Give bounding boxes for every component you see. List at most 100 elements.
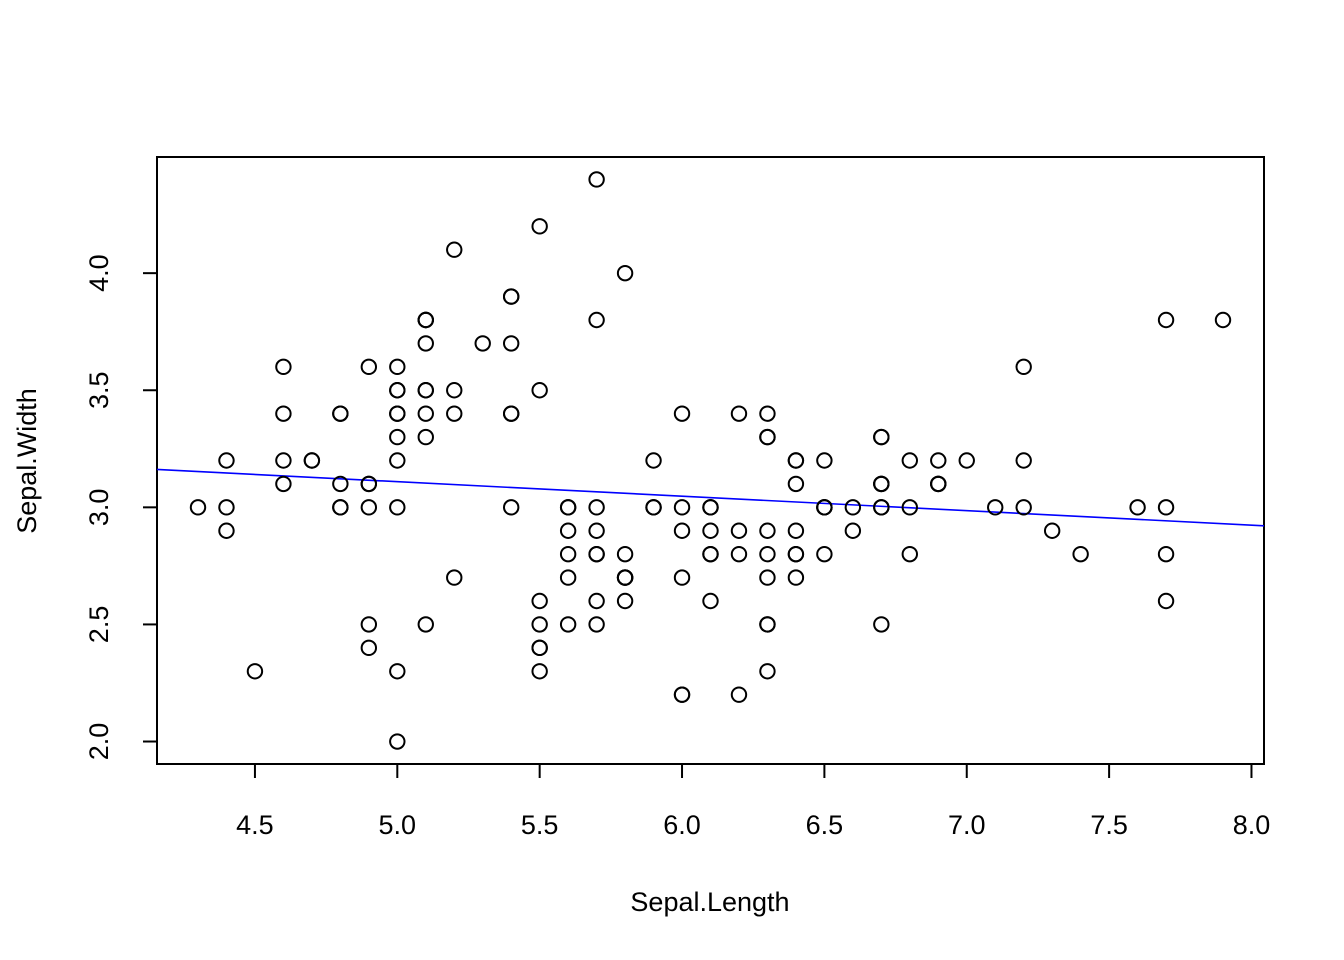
x-tick-label: 5.0 — [379, 810, 417, 840]
data-point — [588, 311, 605, 329]
data-point — [987, 499, 1004, 516]
data-point — [389, 499, 406, 516]
data-point — [389, 663, 406, 680]
y-tick-label: 2.5 — [84, 606, 114, 644]
data-point — [417, 405, 434, 422]
data-point — [360, 639, 378, 657]
data-point — [218, 522, 235, 539]
data-point — [218, 452, 235, 469]
data-point — [873, 616, 890, 633]
data-point — [673, 522, 691, 539]
data-point — [930, 475, 947, 493]
x-tick-label: 6.0 — [663, 810, 701, 840]
data-point — [417, 428, 434, 446]
data-point — [246, 663, 264, 680]
y-tick-label: 3.5 — [84, 371, 114, 409]
data-point — [275, 405, 292, 422]
data-point — [502, 288, 520, 305]
data-point — [873, 499, 890, 516]
data-point — [332, 405, 349, 422]
data-point — [759, 663, 776, 680]
x-tick-label: 7.0 — [948, 810, 986, 840]
data-point — [844, 499, 862, 516]
data-point — [417, 335, 434, 352]
data-point — [389, 452, 406, 469]
data-point — [1214, 311, 1232, 329]
data-point — [1015, 452, 1032, 469]
data-point — [787, 475, 805, 493]
data-point — [759, 569, 776, 586]
data-point — [446, 569, 463, 586]
data-point — [502, 405, 520, 422]
data-point — [730, 522, 748, 539]
data-point — [189, 499, 207, 516]
data-point — [816, 499, 833, 516]
data-point — [844, 522, 862, 539]
x-tick-label: 7.5 — [1090, 810, 1128, 840]
data-point — [389, 733, 406, 750]
data-point — [759, 405, 776, 422]
data-point — [702, 545, 719, 563]
data-point — [759, 428, 776, 446]
data-point — [730, 686, 748, 703]
data-point — [673, 499, 691, 516]
data-point — [645, 452, 662, 469]
data-point — [901, 452, 919, 469]
data-point — [673, 686, 691, 703]
data-point — [218, 499, 235, 516]
data-point — [332, 499, 349, 516]
data-point — [531, 663, 548, 680]
data-point — [1157, 592, 1175, 610]
data-point — [588, 545, 605, 563]
data-point — [1157, 545, 1175, 563]
x-axis-label: Sepal.Length — [630, 887, 789, 917]
x-tick-label: 4.5 — [236, 810, 274, 840]
data-point — [702, 522, 719, 539]
data-point — [1015, 499, 1032, 516]
data-point — [446, 405, 463, 422]
data-point — [958, 452, 975, 469]
data-point — [1157, 499, 1175, 516]
data-point — [531, 639, 548, 657]
data-point — [531, 616, 548, 633]
data-point — [816, 452, 833, 469]
data-point — [389, 382, 406, 399]
data-point — [531, 382, 548, 399]
data-point — [275, 475, 292, 493]
data-point — [588, 522, 605, 539]
y-axis: 2.0 2.5 3.0 3.5 4.0 — [84, 254, 158, 760]
regression-line — [156, 468, 1265, 527]
data-point — [531, 218, 548, 235]
data-point — [559, 569, 577, 586]
data-point — [673, 405, 691, 422]
data-point — [1043, 522, 1061, 539]
data-point — [417, 616, 434, 633]
data-point — [702, 499, 719, 516]
data-point — [1157, 311, 1175, 329]
y-tick-label: 4.0 — [84, 254, 114, 292]
x-tick-label: 8.0 — [1233, 810, 1271, 840]
data-point — [673, 569, 691, 586]
data-point — [873, 475, 890, 493]
data-point — [702, 592, 719, 610]
y-tick-label: 3.0 — [84, 489, 114, 527]
data-point — [901, 499, 919, 516]
x-tick-label: 6.5 — [806, 810, 844, 840]
data-point — [873, 428, 890, 446]
data-point — [417, 382, 434, 399]
data-point — [616, 264, 634, 282]
data-point — [1015, 358, 1032, 376]
data-point — [502, 499, 520, 516]
data-point — [360, 499, 378, 516]
data-point — [389, 405, 406, 422]
data-point — [446, 241, 463, 258]
data-point — [559, 616, 577, 633]
data-point — [446, 382, 463, 399]
data-point — [759, 616, 776, 633]
data-point — [787, 569, 805, 586]
data-point — [787, 522, 805, 539]
data-point — [360, 475, 378, 493]
data-point — [360, 358, 378, 376]
data-point — [730, 545, 748, 563]
data-point — [559, 499, 577, 516]
